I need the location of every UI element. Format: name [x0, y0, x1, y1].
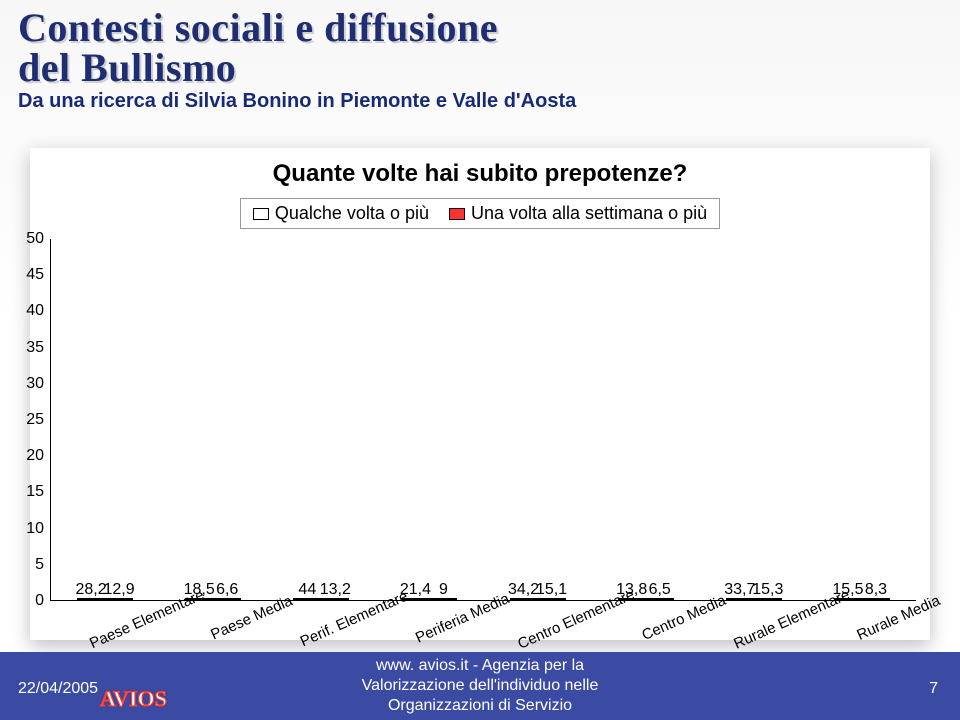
- legend-label-1: Qualche volta o più: [275, 203, 429, 224]
- bar-value-label: 12,9: [103, 581, 134, 599]
- bar-series-2: 6,5: [646, 598, 674, 600]
- bar-group: 28,212,9: [51, 239, 159, 600]
- bar-value-label: 33,7: [724, 581, 755, 599]
- bar-value-label: 34,2: [508, 581, 539, 599]
- bar-series-1: 34,2: [510, 598, 538, 600]
- footer-date: 22/04/2005: [18, 680, 98, 698]
- bar-value-label: 28,2: [75, 581, 106, 599]
- chart-card: Quante volte hai subito prepotenze? Qual…: [30, 148, 930, 640]
- plot-wrap: 50454035302520151050 28,212,918,56,64413…: [44, 239, 916, 601]
- bar-series-2: 6,6: [213, 598, 241, 600]
- bar-group: 13,86,5: [592, 239, 700, 600]
- bar-value-label: 6,5: [649, 581, 671, 599]
- bar-value-label: 6,6: [216, 581, 238, 599]
- bar-series-2: 9: [429, 598, 457, 600]
- subtitle: Da una ricerca di Silvia Bonino in Piemo…: [18, 90, 942, 113]
- bar-series-2: 15,3: [754, 598, 782, 600]
- chart-title: Quante volte hai subito prepotenze?: [44, 160, 916, 188]
- slide: Contesti sociali e diffusione del Bullis…: [0, 0, 960, 720]
- bar-group: 34,215,1: [484, 239, 592, 600]
- bar-series-1: 44: [293, 598, 321, 600]
- bar-groups: 28,212,918,56,64413,221,4934,215,113,86,…: [51, 239, 916, 600]
- title-line-1: Contesti sociali e diffusione: [18, 8, 942, 48]
- bar-group: 33,715,3: [700, 239, 808, 600]
- legend: Qualche volta o più Una volta alla setti…: [240, 198, 720, 229]
- footer-center-l3: Organizzazioni di Servizio: [362, 696, 599, 716]
- bar-series-2: 12,9: [105, 598, 133, 600]
- legend-swatch-1: [253, 208, 269, 220]
- legend-item-2: Una volta alla settimana o più: [449, 203, 707, 224]
- footer-center: www. avios.it - Agenzia per la Valorizza…: [362, 656, 599, 716]
- bar-series-2: 13,2: [321, 598, 349, 600]
- legend-label-2: Una volta alla settimana o più: [471, 203, 707, 224]
- bar-value-label: 15,3: [752, 581, 783, 599]
- bar-series-1: 33,7: [726, 598, 754, 600]
- bar-value-label: 44: [298, 581, 316, 599]
- title-block: Contesti sociali e diffusione del Bullis…: [0, 0, 960, 113]
- bar-pair: 21,49: [401, 598, 457, 600]
- bar-series-2: 15,1: [538, 598, 566, 600]
- legend-swatch-2: [449, 208, 465, 220]
- footer-logo: AVIOS: [100, 686, 167, 712]
- bar-pair: 33,715,3: [726, 598, 782, 600]
- bar-value-label: 9: [439, 581, 448, 599]
- bar-value-label: 8,3: [865, 581, 887, 599]
- footer-pagenum: 7: [929, 680, 938, 698]
- bar-pair: 4413,2: [293, 598, 349, 600]
- bar-value-label: 13,2: [320, 581, 351, 599]
- plot-area: 28,212,918,56,64413,221,4934,215,113,86,…: [50, 239, 916, 601]
- bar-group: 4413,2: [267, 239, 375, 600]
- bar-pair: 34,215,1: [510, 598, 566, 600]
- footer: 22/04/2005 AVIOS www. avios.it - Agenzia…: [0, 652, 960, 720]
- bar-pair: 28,212,9: [77, 598, 133, 600]
- bar-group: 15,58,3: [808, 239, 916, 600]
- bar-series-1: 28,2: [77, 598, 105, 600]
- footer-center-l2: Valorizzazione dell'individuo nelle: [362, 676, 599, 696]
- title-line-2: del Bullismo: [18, 48, 942, 88]
- legend-item-1: Qualche volta o più: [253, 203, 429, 224]
- bar-group: 18,56,6: [159, 239, 267, 600]
- footer-center-l1: www. avios.it - Agenzia per la: [362, 656, 599, 676]
- bar-value-label: 15,1: [536, 581, 567, 599]
- bar-group: 21,49: [375, 239, 483, 600]
- bar-series-2: 8,3: [862, 598, 890, 600]
